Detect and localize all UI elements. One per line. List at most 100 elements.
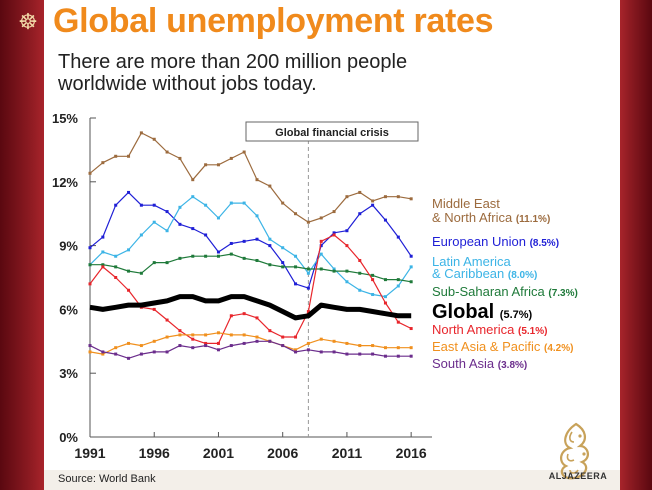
series-point-sub-saharan-africa [204,254,208,258]
series-point-south-asia [88,344,92,348]
series-line-latin-america-caribbean [89,196,412,298]
series-point-east-asia-pacific [152,339,156,343]
series-point-north-america [345,244,349,248]
series-label-sub-saharan-africa: Sub-Saharan Africa (7.3%) [432,284,578,299]
series-point-european-union [101,235,105,239]
series-point-north-america [396,320,400,324]
series-point-south-asia [191,346,195,350]
series-line-east-asia-pacific [89,332,412,355]
series-point-middle-east-north-africa [409,197,413,201]
series-point-european-union [358,212,362,216]
series-point-european-union [114,203,118,207]
series-point-middle-east-north-africa [178,156,182,160]
series-point-european-union [127,190,131,194]
series-point-middle-east-north-africa [191,178,195,182]
series-point-north-america [101,265,105,269]
series-point-south-asia [281,344,285,348]
series-point-south-asia [229,344,233,348]
series-point-middle-east-north-africa [332,210,336,214]
series-point-east-asia-pacific [88,350,92,354]
series-point-european-union [216,250,220,254]
series-value-latin-america-caribbean: (8.0%) [508,270,537,281]
series-point-south-asia [152,350,156,354]
series-point-sub-saharan-africa [345,269,349,273]
series-point-south-asia [165,350,169,354]
series-line-middle-east-north-africa [89,132,412,223]
series-line-south-asia [89,340,412,359]
series-point-north-america [216,341,220,345]
series-point-latin-america-caribbean [409,265,413,269]
series-point-sub-saharan-africa [139,271,143,275]
series-point-sub-saharan-africa [229,252,233,256]
series-point-latin-america-caribbean [383,295,387,299]
series-point-sub-saharan-africa [255,258,259,262]
series-value-east-asia-pacific: (4.2%) [544,343,573,354]
footer-bar [44,470,620,490]
series-point-latin-america-caribbean [152,220,156,224]
series-point-south-asia [371,352,375,356]
series-point-latin-america-caribbean [332,267,336,271]
series-point-latin-america-caribbean [229,201,233,205]
series-point-east-asia-pacific [409,346,413,350]
series-point-european-union [294,282,298,286]
series-point-east-asia-pacific [383,346,387,350]
source-note: Source: World Bank [58,473,156,485]
y-tick-label: 12% [52,175,78,190]
series-point-middle-east-north-africa [306,220,310,224]
series-point-sub-saharan-africa [216,254,220,258]
series-point-latin-america-caribbean [178,205,182,209]
series-point-east-asia-pacific [204,333,208,337]
y-tick-label: 15% [52,111,78,126]
series-point-european-union [396,235,400,239]
series-point-north-america [114,276,118,279]
series-point-european-union [229,241,233,245]
series-point-north-america [191,337,195,341]
series-point-south-asia [383,354,387,358]
series-point-middle-east-north-africa [358,190,362,194]
series-point-latin-america-caribbean [396,284,400,288]
series-point-south-asia [358,352,362,356]
series-point-south-asia [204,344,208,348]
series-point-south-asia [255,339,259,343]
series-point-east-asia-pacific [306,341,310,345]
series-point-sub-saharan-africa [101,263,105,267]
series-point-latin-america-caribbean [165,229,169,233]
series-point-south-asia [332,350,336,354]
series-label-latin-america-caribbean: Latin America [432,254,512,269]
series-point-north-america [268,329,272,333]
series-point-middle-east-north-africa [383,195,387,199]
series-value-south-asia: (3.8%) [498,360,527,371]
series-point-north-america [358,258,362,262]
series-point-european-union [255,237,259,241]
series-point-north-america [294,335,298,339]
brand-wordmark: ALJAZEERA [548,471,608,481]
series-point-middle-east-north-africa [371,199,375,203]
series-value-middle-east-north-africa: (11.1%) [516,214,550,225]
x-tick-label: 1996 [139,445,170,461]
series-point-sub-saharan-africa [88,263,92,267]
series-value-north-america: (5.1%) [518,326,547,337]
series-point-east-asia-pacific [165,335,169,339]
series-point-european-union [152,203,156,207]
y-tick-label: 3% [59,366,78,381]
series-point-european-union [409,254,413,258]
series-point-middle-east-north-africa [319,216,323,220]
series-point-north-america [332,233,336,237]
series-point-sub-saharan-africa [306,267,310,271]
series-point-european-union [139,203,143,207]
series-point-sub-saharan-africa [127,269,131,273]
page-subtitle: There are more than 200 million people w… [58,51,408,95]
series-point-south-asia [139,352,143,356]
series-point-middle-east-north-africa [345,195,349,199]
series-point-south-asia [101,350,105,354]
series-point-sub-saharan-africa [178,256,182,260]
series-point-north-america [152,307,156,311]
series-point-latin-america-caribbean [319,252,323,256]
series-point-european-union [281,261,285,265]
chart-panel [44,0,620,490]
series-label-south-asia: South Asia (3.8%) [432,356,527,371]
series-point-east-asia-pacific [396,346,400,350]
series-point-south-asia [268,339,272,343]
series-point-south-asia [345,352,349,356]
